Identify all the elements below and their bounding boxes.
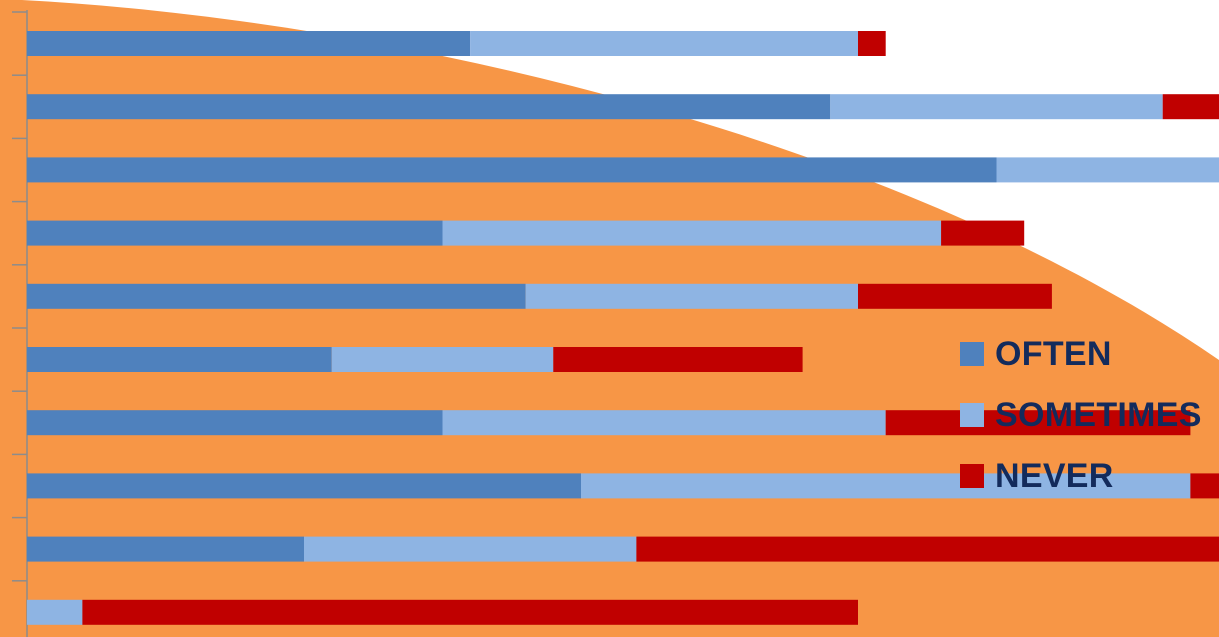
- bar-never-6: [553, 347, 803, 372]
- legend-label: OFTEN: [995, 334, 1112, 373]
- bar-never-2: [1162, 94, 1219, 120]
- bar-sometimes-2: [830, 94, 1163, 120]
- bar-sometimes-10: [27, 599, 83, 625]
- bar-sometimes-8: [581, 473, 1191, 499]
- bar-sometimes-4: [442, 220, 942, 246]
- bar-sometimes-6: [331, 347, 554, 372]
- legend-label: NEVER: [995, 456, 1114, 495]
- bar-often-3: [27, 157, 997, 183]
- legend-swatch: [960, 464, 984, 488]
- bar-never-9: [636, 536, 1219, 562]
- bar-never-1: [858, 31, 886, 56]
- legend-item-sometimes: SOMETIMES: [960, 395, 1202, 435]
- legend-label: SOMETIMES: [995, 395, 1202, 434]
- bar-sometimes-1: [470, 31, 858, 56]
- bar-often-4: [27, 220, 443, 246]
- legend-item-never: NEVER: [960, 456, 1202, 496]
- bar-often-2: [27, 94, 831, 120]
- bar-never-5: [858, 283, 1052, 309]
- bar-often-6: [27, 347, 332, 372]
- bar-often-7: [27, 410, 443, 436]
- chart-legend: OFTEN SOMETIMES NEVER: [960, 334, 1202, 496]
- bar-never-7: [885, 410, 1191, 436]
- legend-swatch: [960, 342, 984, 366]
- legend-item-often: OFTEN: [960, 334, 1202, 374]
- bar-sometimes-9: [304, 536, 637, 562]
- bar-often-5: [27, 283, 526, 309]
- bar-often-9: [27, 536, 304, 562]
- bar-never-4: [941, 220, 1025, 246]
- bar-sometimes-7: [442, 410, 886, 436]
- bar-sometimes-3: [996, 157, 1219, 183]
- bar-often-8: [27, 473, 581, 499]
- bar-never-8: [1190, 473, 1219, 499]
- bar-often-1: [27, 31, 471, 56]
- legend-swatch: [960, 403, 984, 427]
- bar-never-10: [82, 599, 858, 625]
- bar-sometimes-5: [525, 283, 858, 309]
